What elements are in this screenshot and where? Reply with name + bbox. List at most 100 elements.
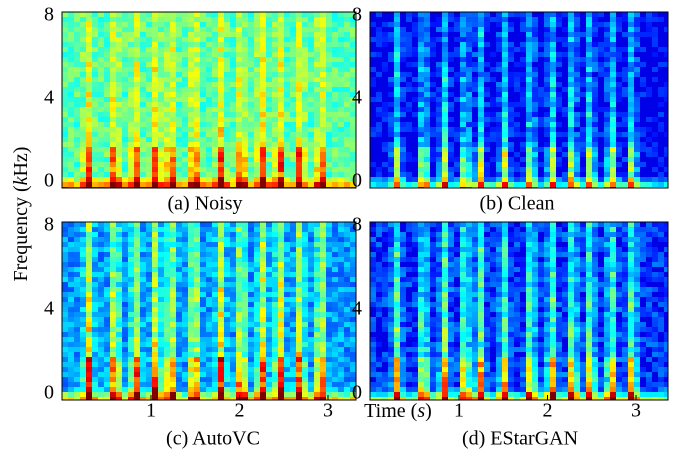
spectrogram-cell bbox=[592, 177, 598, 182]
spectrogram-cell bbox=[448, 67, 454, 72]
spectrogram-cell bbox=[182, 47, 188, 52]
spectrogram-cell bbox=[646, 32, 652, 37]
spectrogram-cell bbox=[326, 372, 332, 377]
y-tick-label: 0 bbox=[44, 382, 54, 404]
spectrogram-cell bbox=[586, 152, 592, 157]
spectrogram-cell bbox=[562, 107, 568, 112]
spectrogram-cell bbox=[550, 37, 556, 42]
spectrogram-cell bbox=[158, 372, 164, 377]
spectrogram-cell bbox=[586, 22, 592, 27]
spectrogram-cell bbox=[68, 132, 74, 137]
spectrogram-cell bbox=[170, 172, 176, 177]
spectrogram-cell bbox=[370, 337, 376, 342]
spectrogram-cell bbox=[62, 347, 68, 352]
spectrogram-cell bbox=[236, 322, 242, 327]
spectrogram-cell bbox=[338, 122, 344, 127]
spectrogram-cell bbox=[314, 312, 320, 317]
spectrogram-cell bbox=[98, 257, 104, 262]
spectrogram-cell bbox=[508, 22, 514, 27]
spectrogram-cell bbox=[188, 297, 194, 302]
spectrogram-cell bbox=[514, 47, 520, 52]
spectrogram-cell bbox=[110, 67, 116, 72]
spectrogram-cell bbox=[170, 347, 176, 352]
spectrogram-cell bbox=[586, 42, 592, 47]
spectrogram-cell bbox=[628, 82, 634, 87]
spectrogram-cell bbox=[376, 297, 382, 302]
spectrogram-cell bbox=[62, 367, 68, 372]
spectrogram-cell bbox=[254, 242, 260, 247]
spectrogram-cell bbox=[170, 312, 176, 317]
spectrogram-cell bbox=[104, 257, 110, 262]
spectrogram-cell bbox=[568, 47, 574, 52]
spectrogram-cell bbox=[544, 27, 550, 32]
spectrogram-cell bbox=[350, 62, 356, 67]
spectrogram-cell bbox=[248, 102, 254, 107]
spectrogram-cell bbox=[272, 332, 278, 337]
spectrogram-cell bbox=[266, 297, 272, 302]
spectrogram-cell bbox=[224, 297, 230, 302]
spectrogram-cell bbox=[170, 272, 176, 277]
spectrogram-cell bbox=[212, 262, 218, 267]
spectrogram-cell bbox=[326, 312, 332, 317]
spectrogram-cell bbox=[134, 127, 140, 132]
spectrogram-cell bbox=[62, 362, 68, 367]
spectrogram-cell bbox=[284, 72, 290, 77]
spectrogram-cell bbox=[350, 307, 356, 312]
spectrogram-cell bbox=[92, 137, 98, 142]
spectrogram-cell bbox=[314, 362, 320, 367]
spectrogram-cell bbox=[182, 257, 188, 262]
spectrogram-cell bbox=[188, 122, 194, 127]
spectrogram-cell bbox=[388, 272, 394, 277]
spectrogram-cell bbox=[526, 122, 532, 127]
spectrogram-cell bbox=[176, 337, 182, 342]
spectrogram-cell bbox=[272, 82, 278, 87]
spectrogram-cell bbox=[176, 107, 182, 112]
spectrogram-cell bbox=[278, 312, 284, 317]
spectrogram-cell bbox=[110, 152, 116, 157]
spectrogram-cell bbox=[628, 67, 634, 72]
spectrogram-cell bbox=[218, 332, 224, 337]
spectrogram-cell bbox=[400, 157, 406, 162]
spectrogram-cell bbox=[134, 337, 140, 342]
spectrogram-cell bbox=[370, 287, 376, 292]
spectrogram-cell bbox=[260, 107, 266, 112]
spectrogram-cell bbox=[164, 237, 170, 242]
spectrogram-cell bbox=[418, 167, 424, 172]
spectrogram-cell bbox=[424, 182, 430, 187]
spectrogram-cell bbox=[110, 102, 116, 107]
spectrogram-cell bbox=[376, 287, 382, 292]
spectrogram-cell bbox=[80, 277, 86, 282]
spectrogram-cell bbox=[344, 277, 350, 282]
spectrogram-cell bbox=[170, 182, 176, 187]
spectrogram-cell bbox=[176, 132, 182, 137]
spectrogram-cell bbox=[158, 342, 164, 347]
spectrogram-cell bbox=[248, 237, 254, 242]
spectrogram-cell bbox=[170, 307, 176, 312]
spectrogram-cell bbox=[110, 237, 116, 242]
spectrogram-cell bbox=[266, 287, 272, 292]
spectrogram-cell bbox=[284, 122, 290, 127]
spectrogram-cell bbox=[236, 272, 242, 277]
spectrogram-cell bbox=[188, 247, 194, 252]
spectrogram-cell bbox=[182, 282, 188, 287]
spectrogram-cell bbox=[424, 117, 430, 122]
spectrogram-cell bbox=[266, 72, 272, 77]
spectrogram-cell bbox=[302, 262, 308, 267]
spectrogram-cell bbox=[110, 347, 116, 352]
spectrogram-cell bbox=[206, 262, 212, 267]
spectrogram-cell bbox=[284, 37, 290, 42]
spectrogram-cell bbox=[110, 277, 116, 282]
spectrogram-cell bbox=[610, 92, 616, 97]
spectrogram-cell bbox=[424, 62, 430, 67]
spectrogram-cell bbox=[62, 147, 68, 152]
spectrogram-cell bbox=[236, 342, 242, 347]
spectrogram-cell bbox=[296, 112, 302, 117]
spectrogram-cell bbox=[152, 322, 158, 327]
spectrogram-cell bbox=[314, 172, 320, 177]
spectrogram-cell bbox=[604, 182, 610, 187]
spectrogram-cell bbox=[314, 292, 320, 297]
spectrogram-cell bbox=[532, 147, 538, 152]
spectrogram-cell bbox=[254, 12, 260, 17]
spectrogram-cell bbox=[418, 92, 424, 97]
spectrogram-cell bbox=[62, 12, 68, 17]
